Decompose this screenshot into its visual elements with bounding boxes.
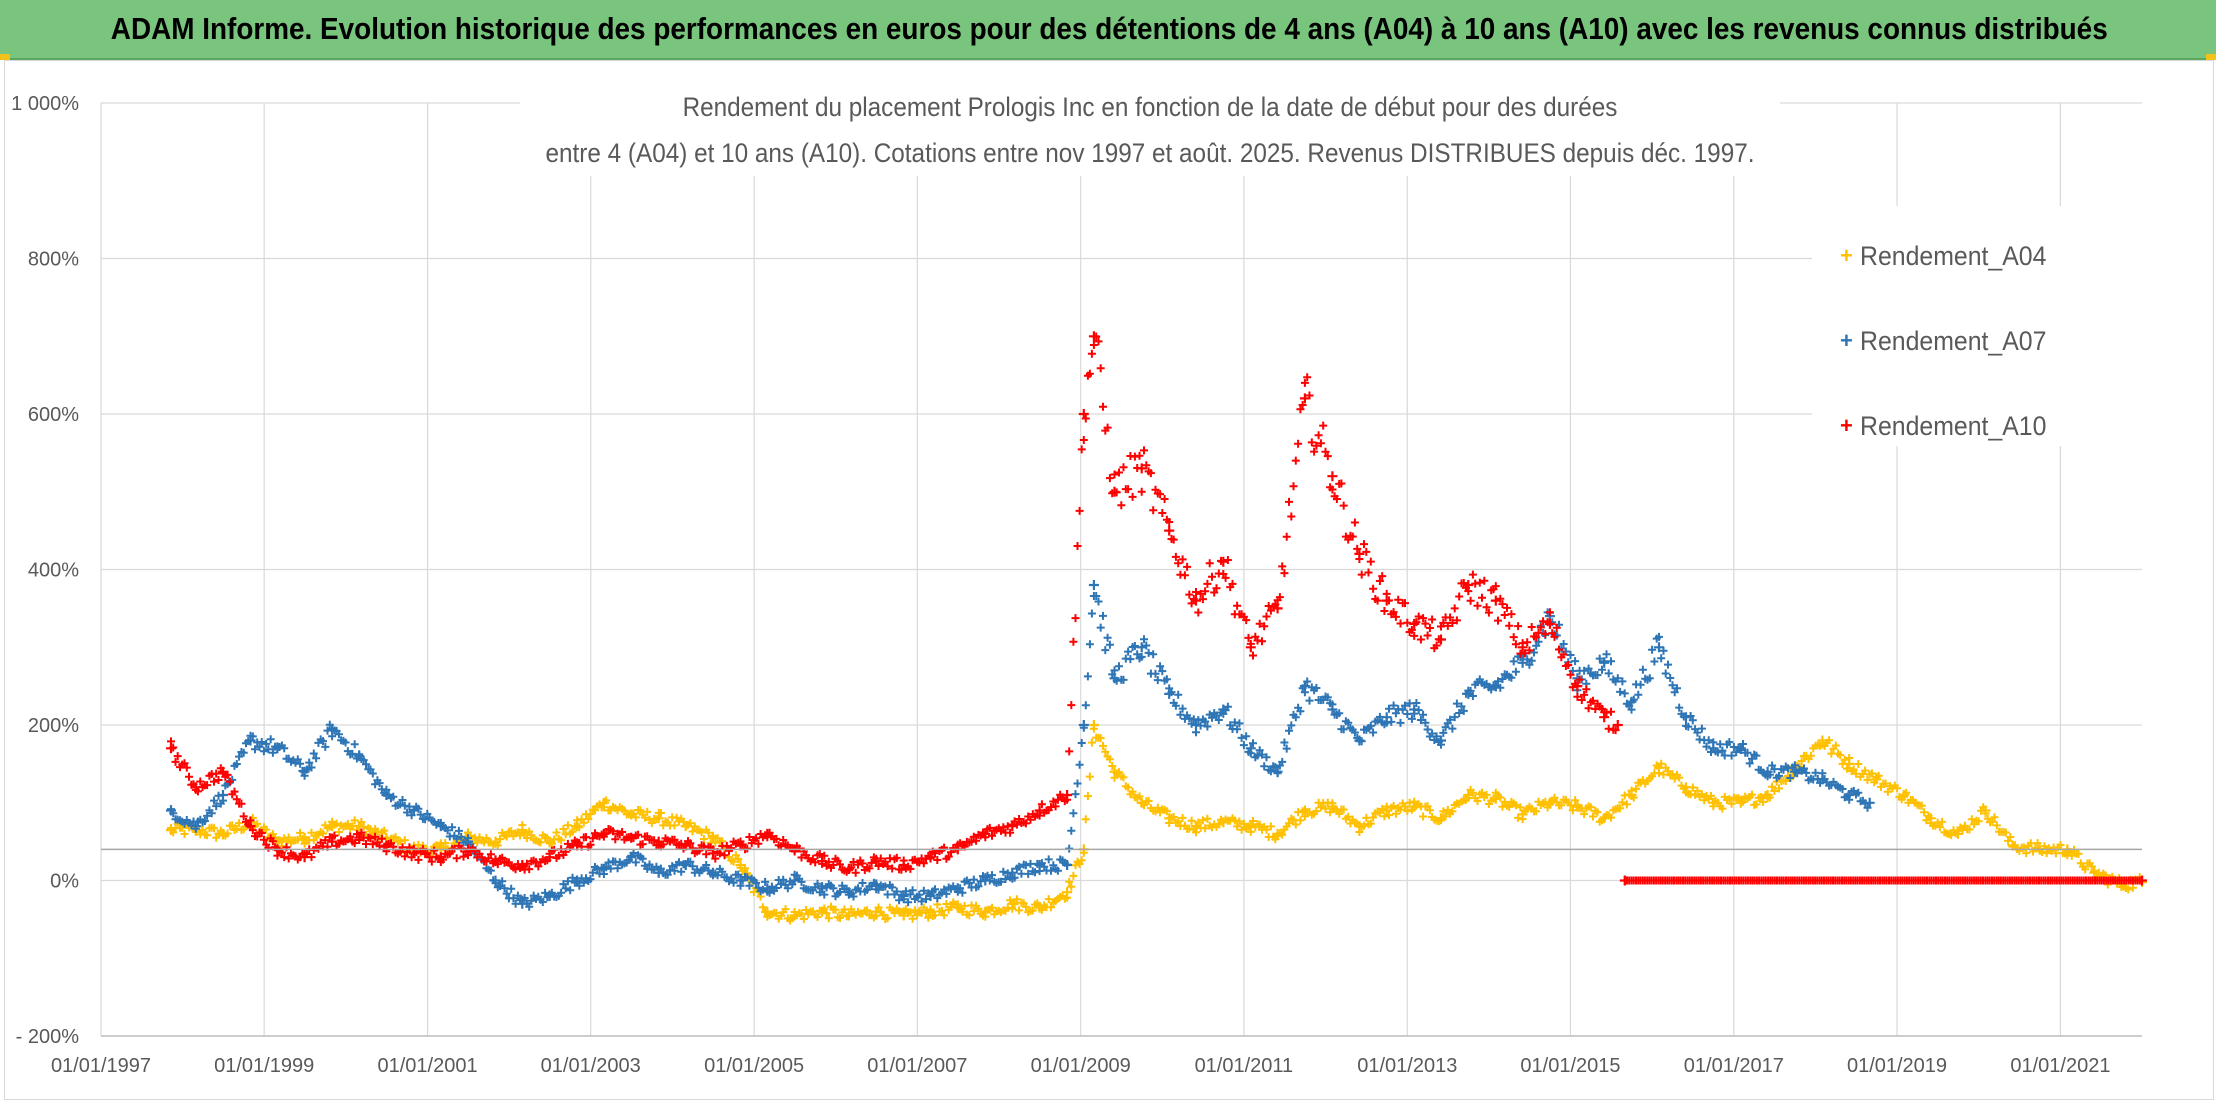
x-tick-label: 01/01/2001 (378, 1055, 478, 1077)
series-markers (167, 592, 1872, 911)
data-point (1612, 720, 1623, 730)
banner-title: ADAM Informe. Evolution historique des p… (110, 11, 2108, 46)
legend-label-a07: Rendement_A07 (1860, 326, 2047, 356)
legend: + Rendement_A04 + Rendement_A07 + Rendem… (1812, 206, 2142, 446)
y-tick-label: 600% (28, 404, 79, 426)
x-tick-label: 01/01/2005 (704, 1055, 804, 1077)
chart-title-line1: Rendement du placement Prologis Inc en f… (682, 92, 1618, 122)
data-point (1191, 595, 1201, 606)
series-rendement-a04 (166, 720, 2147, 925)
data-point (1164, 525, 1175, 536)
data-point (1517, 657, 1528, 668)
x-tick-label: 01/01/2019 (1847, 1055, 1947, 1077)
chart-title: Rendement du placement Prologis Inc en f… (520, 84, 1780, 176)
banner-corner-left (0, 54, 10, 60)
legend-item-a07: + Rendement_A07 (1840, 321, 2063, 361)
plot-frame (4, 60, 2214, 1100)
series-rendement-a10 (166, 331, 1623, 877)
y-tick-label: 200% (28, 715, 79, 737)
data-point (1654, 642, 1664, 653)
y-tick-label: 0% (50, 871, 79, 893)
series-layer (166, 331, 2147, 925)
x-tick-label: 01/01/2021 (2010, 1055, 2110, 1077)
data-point (1544, 618, 1555, 629)
y-tick-label: 1 000% (11, 93, 79, 115)
series-markers (167, 332, 1620, 877)
data-point (1490, 595, 1501, 606)
series-extra-3 (1619, 875, 2147, 886)
x-tick-label: 01/01/2017 (1684, 1055, 1784, 1077)
axis-layer: - 200% 0% 200% 400% 600% 800% 1 000% 01/01/1997… (11, 93, 2142, 1077)
series-rendement-a07 (166, 580, 1875, 911)
banner-corner-right (2206, 54, 2216, 60)
data-point (1327, 471, 1338, 482)
legend-marker-a04: + (1840, 243, 1853, 268)
x-tick-label: 01/01/1997 (51, 1055, 151, 1077)
x-tick-label: 01/01/2015 (1520, 1055, 1620, 1077)
x-tick-label: 01/01/2013 (1357, 1055, 1457, 1077)
series-markers (167, 724, 2144, 925)
x-tick-label: 01/01/2009 (1031, 1055, 1131, 1077)
series-markers (1620, 876, 2144, 885)
legend-item-a10: + Rendement_A10 (1840, 406, 2063, 446)
banner (0, 0, 2216, 60)
legend-label-a10: Rendement_A10 (1860, 411, 2047, 441)
legend-marker-a07: + (1840, 328, 1853, 353)
data-point (1136, 642, 1147, 653)
y-tick-label: - 200% (16, 1026, 80, 1048)
data-point (1409, 618, 1420, 629)
data-point (1088, 580, 1099, 590)
y-tick-label: 800% (28, 249, 79, 271)
x-tick-label: 01/01/1999 (214, 1055, 314, 1077)
x-tick-label: 01/01/2007 (867, 1055, 967, 1077)
x-tick-label: 01/01/2003 (541, 1055, 641, 1077)
data-point (1299, 393, 1310, 404)
legend-item-a04: + Rendement_A04 (1840, 236, 2063, 276)
data-point (1078, 409, 1089, 419)
legend-marker-a10: + (1840, 413, 1853, 438)
chart-title-line2: entre 4 (A04) et 10 ans (A10). Cotations… (545, 138, 1755, 168)
legend-label-a04: Rendement_A04 (1860, 241, 2047, 271)
y-tick-label: 400% (28, 560, 79, 582)
x-tick-label: 01/01/2011 (1195, 1055, 1294, 1077)
